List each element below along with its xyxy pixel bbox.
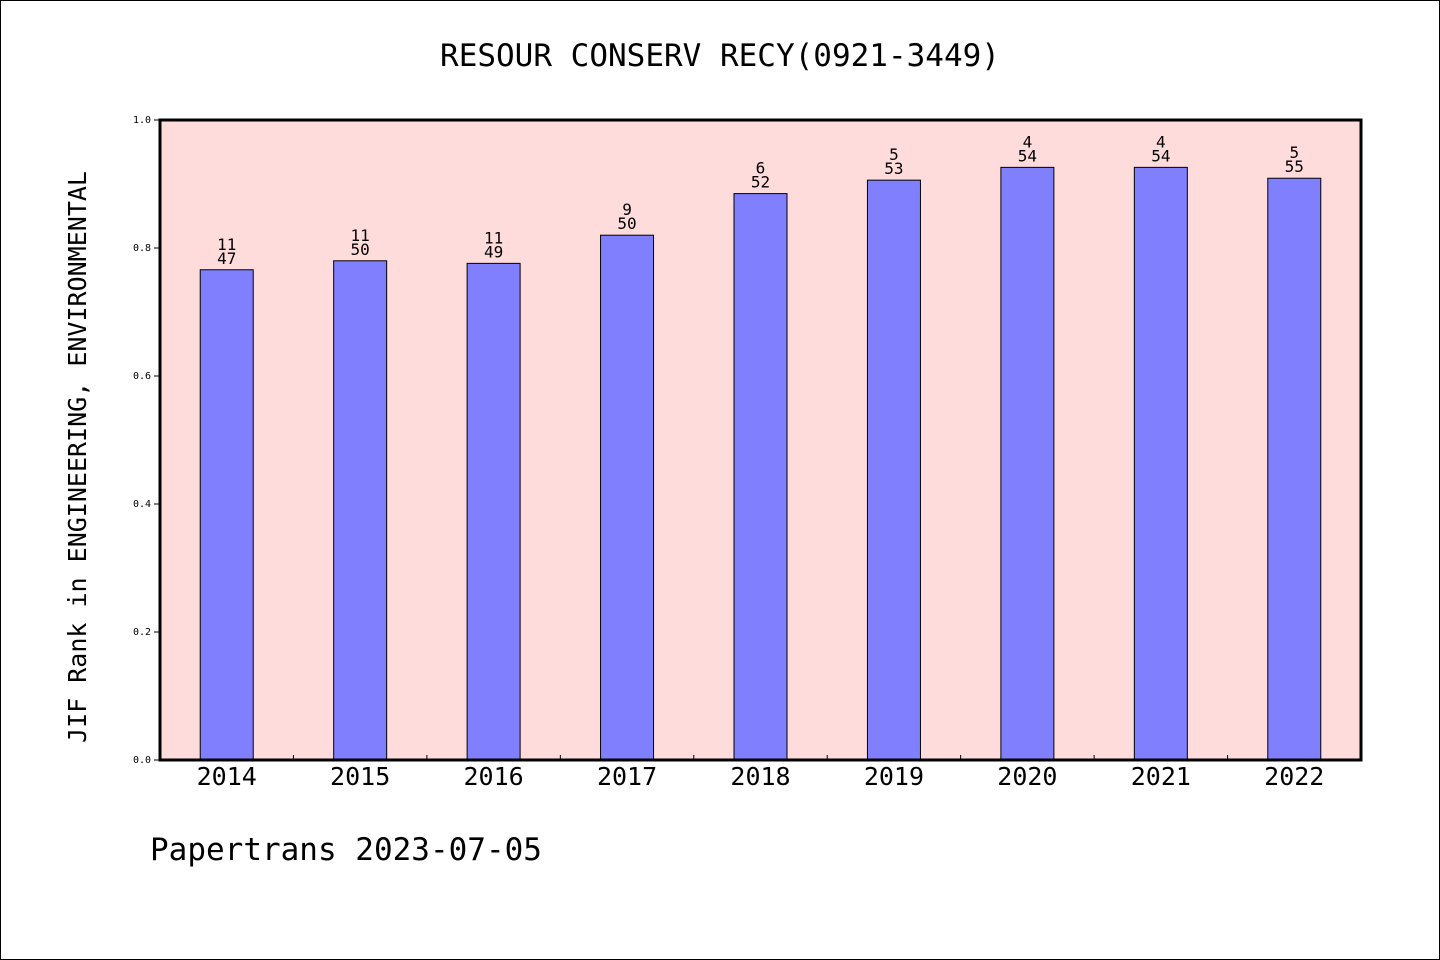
bar-total-label-2015: 50 xyxy=(351,240,370,259)
bar-2016 xyxy=(466,262,521,761)
x-tick-label-2018: 2018 xyxy=(730,762,790,791)
bar-total-label-2019: 53 xyxy=(884,159,903,178)
x-tick-label-2021: 2021 xyxy=(1131,762,1191,791)
bar-2018 xyxy=(733,193,788,761)
bar-rank-label-2016: 11 xyxy=(484,228,503,247)
bar-2015 xyxy=(333,260,388,761)
bar-2022 xyxy=(1267,177,1322,761)
bar-rank-label-2022: 5 xyxy=(1289,143,1299,162)
bar-rank-label-2020: 4 xyxy=(1023,132,1033,151)
y-tick-label-0.0: 0.0 xyxy=(133,755,151,766)
bar-2021 xyxy=(1133,166,1188,761)
bar-rank-label-2014: 11 xyxy=(217,235,236,254)
y-tick-label-0.6: 0.6 xyxy=(133,371,151,382)
bars-layer xyxy=(199,166,1322,761)
y-axis-label: JIF Rank in ENGINEERING, ENVIRONMENTAL xyxy=(63,171,92,743)
bar-total-label-2020: 54 xyxy=(1018,146,1037,165)
bar-rank-label-2018: 6 xyxy=(756,159,766,178)
x-tick-label-2019: 2019 xyxy=(864,762,924,791)
bar-total-label-2021: 54 xyxy=(1151,146,1170,165)
x-tick-label-2014: 2014 xyxy=(197,762,257,791)
bar-2017 xyxy=(600,234,655,761)
bar-rank-label-2021: 4 xyxy=(1156,132,1166,151)
y-tick-label-0.4: 0.4 xyxy=(133,499,151,510)
x-tick-label-2020: 2020 xyxy=(997,762,1057,791)
bar-total-label-2014: 47 xyxy=(217,249,236,268)
bar-total-label-2018: 52 xyxy=(751,173,770,192)
x-tick-label-2015: 2015 xyxy=(330,762,390,791)
y-tick-label-1.0: 1.0 xyxy=(133,115,151,126)
bar-rank-label-2019: 5 xyxy=(889,145,899,164)
bar-rank-label-2015: 11 xyxy=(351,226,370,245)
bar-2014 xyxy=(199,269,254,761)
bar-total-label-2017: 50 xyxy=(617,214,636,233)
bar-rank-label-2017: 9 xyxy=(622,200,632,219)
footer-text: Papertrans 2023-07-05 xyxy=(150,832,542,868)
bar-total-label-2016: 49 xyxy=(484,242,503,261)
x-tick-label-2017: 2017 xyxy=(597,762,657,791)
axis-layer: 2014 2015 2016 2017 2018 2019 2020 2021 2022 0.0 0… xyxy=(133,115,1324,791)
x-tick-label-2022: 2022 xyxy=(1264,762,1324,791)
y-tick-label-0.2: 0.2 xyxy=(133,627,151,638)
chart-title: RESOUR CONSERV RECY(0921-3449) xyxy=(440,38,1000,74)
bar-2020 xyxy=(1000,166,1055,761)
bar-total-label-2022: 55 xyxy=(1285,157,1304,176)
y-tick-label-0.8: 0.8 xyxy=(133,243,151,254)
plot-border xyxy=(158,118,1363,762)
x-tick-label-2016: 2016 xyxy=(464,762,524,791)
bar-2019 xyxy=(866,179,921,761)
